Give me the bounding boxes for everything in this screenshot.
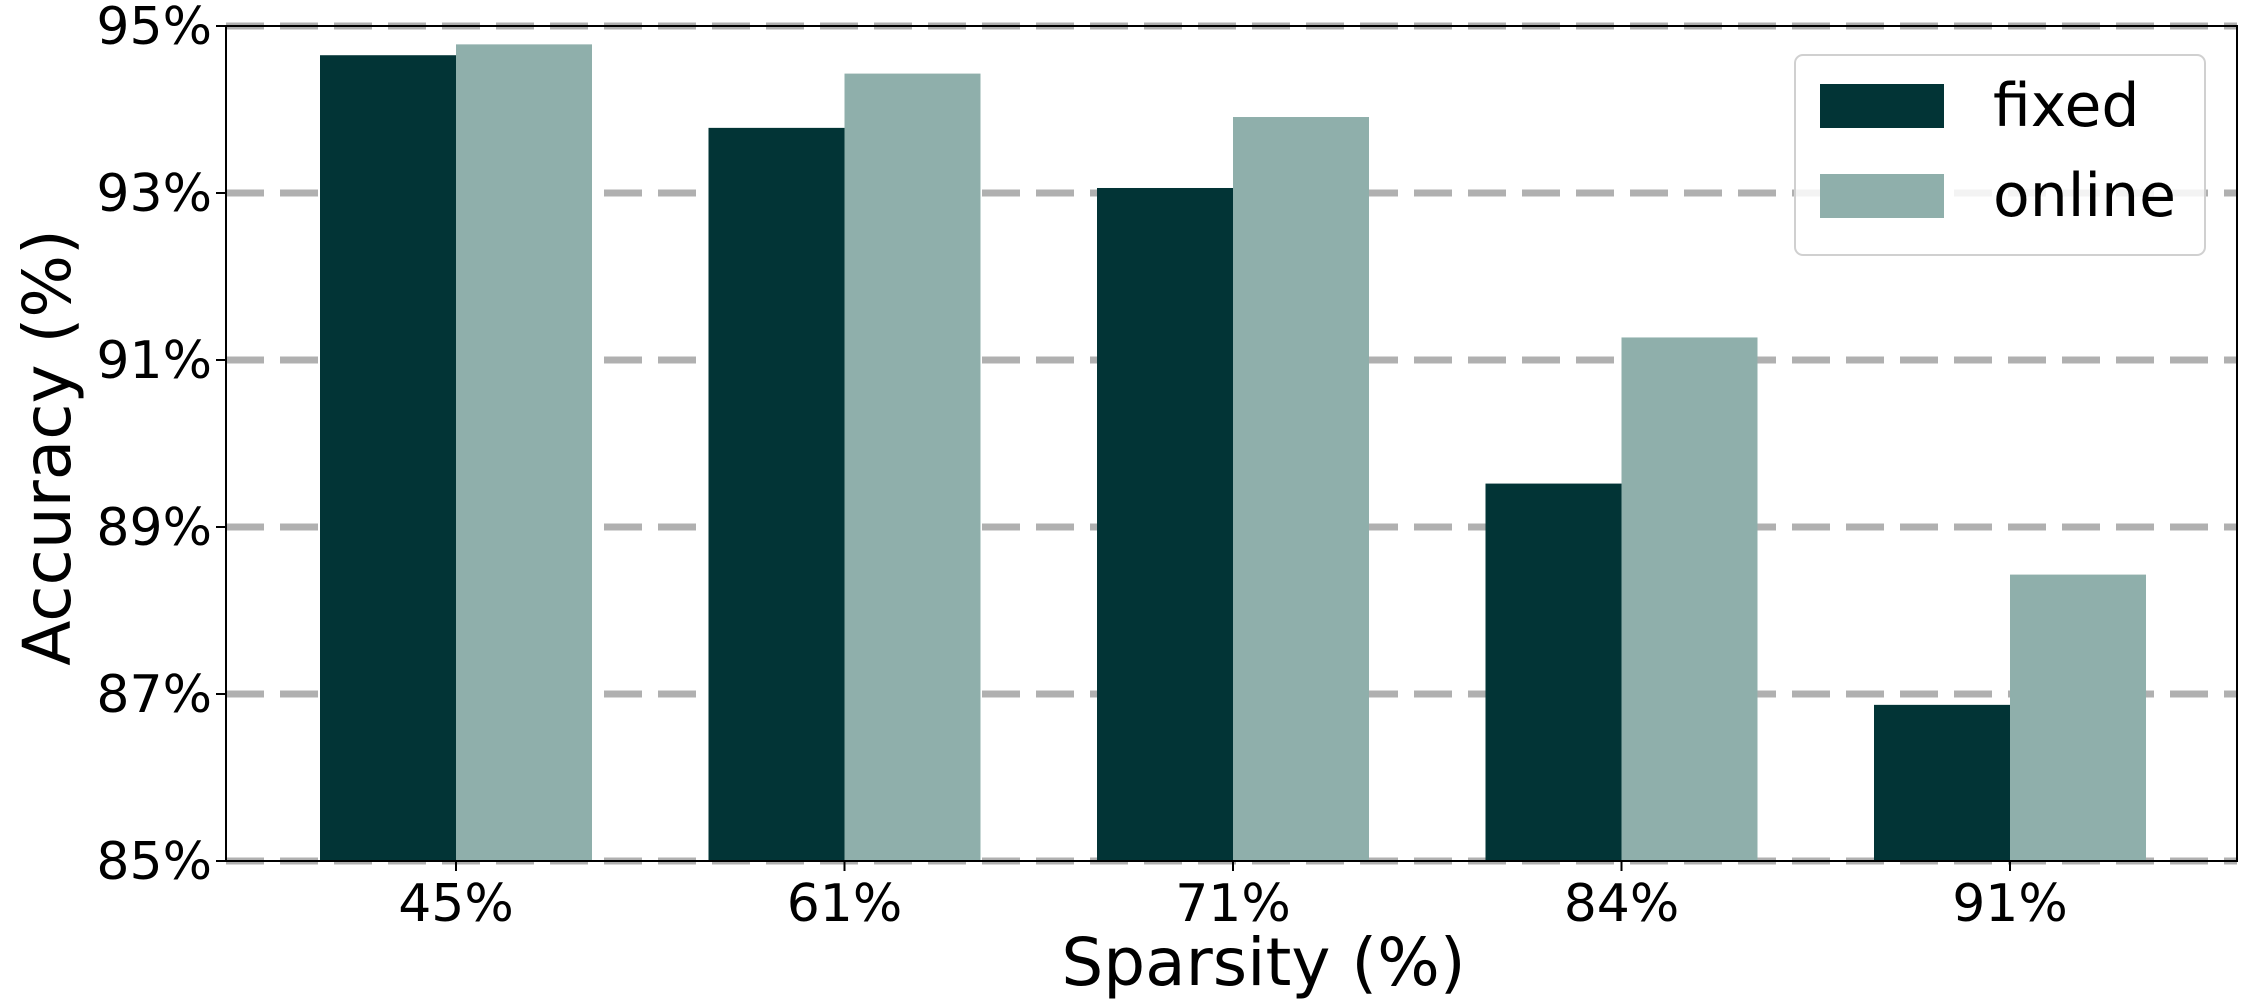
y-tick-label: 93% — [96, 164, 212, 224]
bar-online-3 — [1621, 337, 1758, 862]
x-axis-title: Sparsity (%) — [1061, 924, 1465, 1000]
x-tick-label: 61% — [787, 874, 903, 934]
legend-label-online: online — [1993, 161, 2176, 231]
bar-fixed-4 — [1874, 704, 2010, 861]
legend-swatch-fixed — [1820, 84, 1944, 128]
y-tick-label: 91% — [96, 331, 212, 391]
bar-online-4 — [2010, 574, 2146, 861]
x-axis-ticks: 45% 61% 71% 84% 91% — [398, 861, 2068, 934]
bars — [320, 44, 2146, 862]
y-tick-label: 89% — [96, 498, 212, 558]
x-tick-label: 71% — [1175, 874, 1291, 934]
y-tick-label: 95% — [96, 0, 212, 57]
bar-fixed-0 — [320, 55, 456, 862]
legend-swatch-online — [1820, 174, 1944, 218]
bar-fixed-1 — [708, 127, 845, 862]
x-tick-label: 45% — [398, 874, 514, 934]
bar-fixed-2 — [1097, 187, 1233, 862]
legend-label-fixed: fixed — [1993, 71, 2139, 141]
y-axis-ticks: 85% 87% 89% 91% 93% 95% — [96, 0, 226, 892]
y-tick-label: 87% — [96, 665, 212, 725]
y-axis-title: Accuracy (%) — [9, 229, 86, 666]
bar-online-0 — [456, 44, 592, 862]
plot-frame — [225, 25, 2238, 862]
legend: fixed online — [1794, 54, 2206, 256]
bar-fixed-3 — [1485, 483, 1622, 861]
bar-online-2 — [1233, 117, 1369, 861]
bar-online-1 — [844, 73, 981, 862]
y-tick-label: 85% — [96, 832, 212, 892]
x-tick-label: 84% — [1564, 874, 1680, 934]
x-tick-label: 91% — [1952, 874, 2068, 934]
